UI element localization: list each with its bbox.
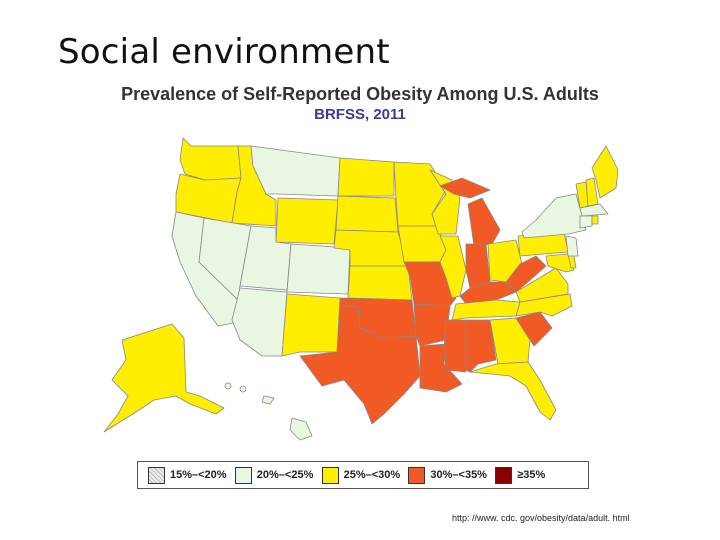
state-massachusetts xyxy=(579,203,609,217)
state-texas xyxy=(299,305,421,425)
state-mississippi xyxy=(443,319,467,373)
state-alaska xyxy=(103,323,225,433)
state-new-jersey xyxy=(565,235,579,257)
state-tennessee xyxy=(451,299,521,321)
legend-item-15-20: 15%–<20% xyxy=(148,466,231,484)
state-virginia xyxy=(515,267,569,303)
state-new-york xyxy=(521,193,587,239)
state-connecticut xyxy=(579,215,593,229)
state-south-carolina xyxy=(515,311,553,347)
state-illinois xyxy=(439,235,467,299)
state-new-mexico xyxy=(281,293,341,357)
legend-item-35-plus: ≥35% xyxy=(495,466,578,484)
legend-label-15-20: 15%–<20% xyxy=(170,469,227,481)
state-georgia xyxy=(489,317,531,365)
map-subtitle: BRFSS, 2011 xyxy=(314,106,406,123)
state-hawaii-big-island xyxy=(289,417,313,441)
state-kansas xyxy=(347,265,413,301)
state-hawaii-kauai xyxy=(224,382,232,390)
state-north-dakota xyxy=(337,157,395,197)
state-montana xyxy=(250,145,341,197)
state-indiana xyxy=(465,243,491,289)
state-hawaii-oahu xyxy=(239,385,247,393)
state-west-virginia xyxy=(505,255,547,293)
legend-label-35-plus: ≥35% xyxy=(517,469,546,481)
legend-swatch-30-35 xyxy=(408,466,426,484)
state-hawaii-maui xyxy=(261,395,275,405)
legend-swatch-35-plus xyxy=(495,466,513,484)
state-colorado xyxy=(286,243,351,295)
state-arizona xyxy=(231,287,288,357)
legend-item-25-30: 25%–<30% xyxy=(321,466,405,484)
state-michigan-upper xyxy=(439,177,491,199)
legend-item-30-35: 30%–<35% xyxy=(408,466,491,484)
state-rhode-island xyxy=(591,215,599,225)
state-arkansas xyxy=(413,303,451,347)
legend-swatch-25-30 xyxy=(321,466,339,484)
state-maine xyxy=(591,145,619,199)
legend-label-25-30: 25%–<30% xyxy=(343,469,401,481)
legend-swatch-20-25 xyxy=(234,466,252,484)
legend-item-20-25: 20%–<25% xyxy=(234,466,318,484)
slide-title: Social environment xyxy=(58,32,390,72)
state-south-dakota xyxy=(335,195,399,233)
state-wyoming xyxy=(275,197,339,245)
source-url: http: //www. cdc. gov/obesity/data/adult… xyxy=(452,513,630,523)
legend-label-30-35: 30%–<35% xyxy=(430,469,487,481)
map-title: Prevalence of Self-Reported Obesity Amon… xyxy=(121,84,599,104)
state-florida xyxy=(469,361,557,421)
state-maryland xyxy=(545,253,575,273)
map-legend: 15%–<20% 20%–<25% 25%–<30% 30%–<35% ≥35% xyxy=(137,461,589,489)
state-michigan-lower xyxy=(467,197,501,247)
state-washington xyxy=(179,137,242,181)
legend-label-20-25: 20%–<25% xyxy=(256,469,314,481)
legend-swatch-15-20 xyxy=(148,466,165,484)
